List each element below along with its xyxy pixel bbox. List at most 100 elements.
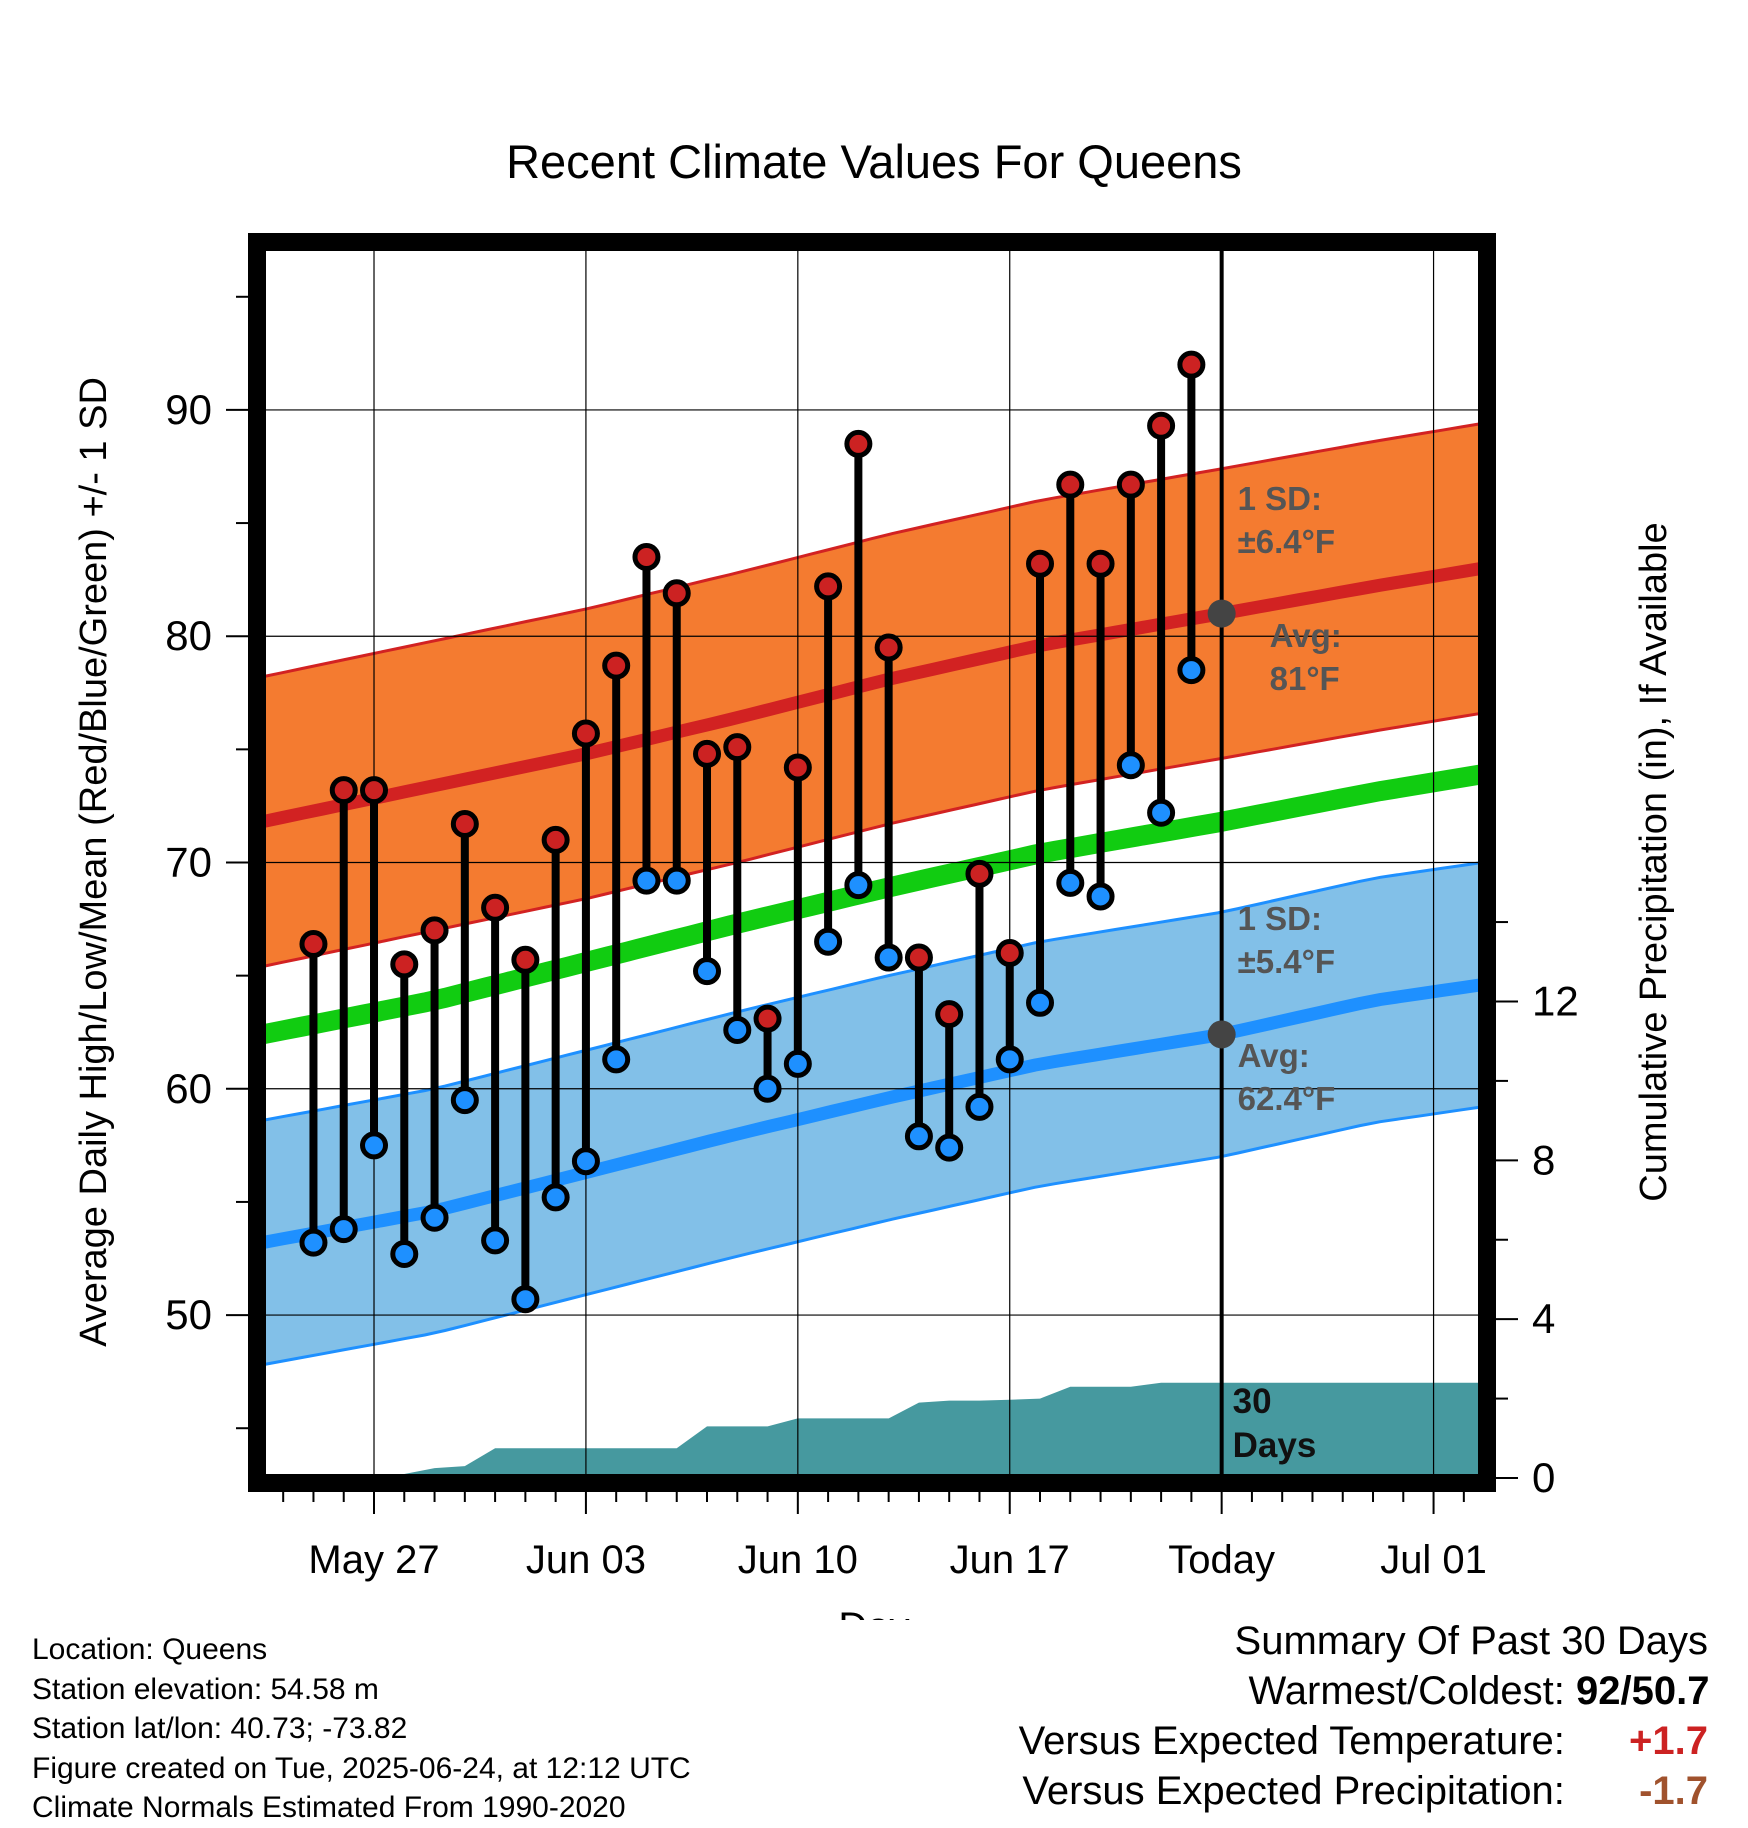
daily-high-point (329, 776, 358, 805)
daily-high-point (632, 543, 661, 572)
summary-temp-row: Versus Expected Temperature: +1.7 (1019, 1716, 1708, 1766)
y-tick-label: 70 (165, 839, 212, 886)
warm-cold-value: 92/50.7 (1576, 1669, 1710, 1713)
low-sd-value: ±5.4°F (1238, 943, 1335, 980)
daily-low-point (723, 1015, 752, 1044)
daily-high-point (753, 1004, 782, 1033)
daily-low-point (995, 1045, 1024, 1074)
daily-high-point (571, 719, 600, 748)
low-avg-value: 62.4°F (1238, 1080, 1336, 1117)
climate-chart: 1 SD: ±6.4°F Avg: 81°F 1 SD: ±5.4°F Avg: 62.4°F… (73, 135, 1675, 1620)
temp-value: +1.7 (1629, 1719, 1708, 1763)
x-tick-label: May 27 (308, 1538, 439, 1582)
daily-high-point (1056, 470, 1085, 499)
days-count-label: 30 (1233, 1382, 1272, 1421)
daily-high-point (783, 753, 812, 782)
daily-low-point (299, 1228, 328, 1257)
daily-high-point (299, 929, 328, 958)
x-tick-label: Jun 10 (738, 1538, 858, 1582)
daily-low-point (1147, 798, 1176, 827)
daily-low-point (965, 1092, 994, 1121)
daily-low-point (632, 866, 661, 895)
daily-high-point (420, 916, 449, 945)
y-tick-label: 60 (165, 1065, 212, 1112)
daily-low-point (450, 1086, 479, 1115)
high-avg-value: 81°F (1270, 660, 1340, 697)
daily-low-point (511, 1285, 540, 1314)
daily-high-point (662, 579, 691, 608)
daily-low-point (904, 1122, 933, 1151)
y2-tick-label: 8 (1532, 1136, 1555, 1183)
daily-low-point (1116, 751, 1145, 780)
daily-high-point (1147, 411, 1176, 440)
daily-high-point (965, 859, 994, 888)
daily-high-point (1086, 549, 1115, 578)
daily-low-point (1026, 988, 1055, 1017)
daily-low-point (814, 927, 843, 956)
summary-heading: Summary Of Past 30 Days (1234, 1619, 1708, 1663)
x-axis-label: Day (838, 1605, 909, 1620)
daily-low-point (693, 957, 722, 986)
plot-frame (248, 233, 1496, 1492)
high-sd-value: ±6.4°F (1238, 523, 1335, 560)
high-avg-label: Avg: (1270, 617, 1342, 654)
daily-low-point (874, 943, 903, 972)
station-info: Location: Queens Station elevation: 54.5… (32, 1630, 691, 1828)
temp-label: Versus Expected Temperature: (1018, 1719, 1565, 1763)
daily-low-point (783, 1049, 812, 1078)
x-tick-label: Jul 01 (1380, 1538, 1487, 1582)
chart-title: Recent Climate Values For Queens (506, 135, 1242, 188)
y2-tick-label: 4 (1532, 1295, 1555, 1342)
high-sd-upper-edge (261, 422, 1483, 679)
low-avg-label: Avg: (1238, 1037, 1310, 1074)
elevation-text: Station elevation: 54.58 m (32, 1672, 379, 1706)
low-sd-band (262, 862, 1482, 1365)
daily-low-point (602, 1045, 631, 1074)
daily-low-point (360, 1131, 389, 1160)
daily-high-point (1177, 350, 1206, 379)
low-average-line (260, 978, 1483, 1250)
daily-low-point (329, 1215, 358, 1244)
daily-low-point (541, 1183, 570, 1212)
high-average-line (260, 561, 1484, 829)
today-high-average-marker (1207, 599, 1236, 628)
daily-high-point (935, 1000, 964, 1029)
precip-label: Versus Expected Precipitation: (1022, 1769, 1565, 1813)
y-axis-label: Average Daily High/Low/Mean (Red/Blue/Gr… (73, 377, 115, 1347)
days-word-label: Days (1233, 1426, 1317, 1465)
high-sd-band (262, 423, 1482, 967)
daily-low-point (390, 1239, 419, 1268)
daily-low-point (662, 866, 691, 895)
x-tick-label: Jun 03 (526, 1538, 646, 1582)
latlon-text: Station lat/lon: 40.73; -73.82 (32, 1712, 408, 1745)
x-tick-label: Jun 17 (950, 1538, 1070, 1582)
daily-high-point (1116, 470, 1145, 499)
daily-low-point (1056, 868, 1085, 897)
low-sd-lower-edge (261, 1105, 1483, 1367)
summary-panel: Summary Of Past 30 Days Warmest/Coldest:… (1019, 1616, 1710, 1816)
today-low-average-marker (1207, 1020, 1236, 1049)
daily-high-point (814, 572, 843, 601)
y2-tick-label: 12 (1532, 977, 1579, 1024)
daily-high-point (693, 739, 722, 768)
warm-cold-label: Warmest/Coldest: (1248, 1669, 1565, 1713)
daily-low-point (935, 1133, 964, 1162)
low-sd-label: 1 SD: (1238, 900, 1322, 937)
y-tick-label: 50 (165, 1291, 212, 1338)
daily-low-point (753, 1074, 782, 1103)
y2-tick-label: 0 (1532, 1454, 1555, 1501)
daily-low-point (1177, 656, 1206, 685)
x-tick-label: Today (1168, 1538, 1275, 1582)
daily-high-point (904, 943, 933, 972)
daily-high-point (602, 651, 631, 680)
daily-low-point (481, 1226, 510, 1255)
daily-high-point (541, 825, 570, 854)
created-text: Figure created on Tue, 2025-06-24, at 12… (32, 1751, 691, 1785)
daily-low-point (1086, 882, 1115, 911)
daily-high-point (390, 950, 419, 979)
precip-value: -1.7 (1639, 1769, 1708, 1813)
daily-low-point (844, 871, 873, 900)
daily-high-point (995, 939, 1024, 968)
daily-low-point (571, 1147, 600, 1176)
daily-high-point (481, 893, 510, 922)
